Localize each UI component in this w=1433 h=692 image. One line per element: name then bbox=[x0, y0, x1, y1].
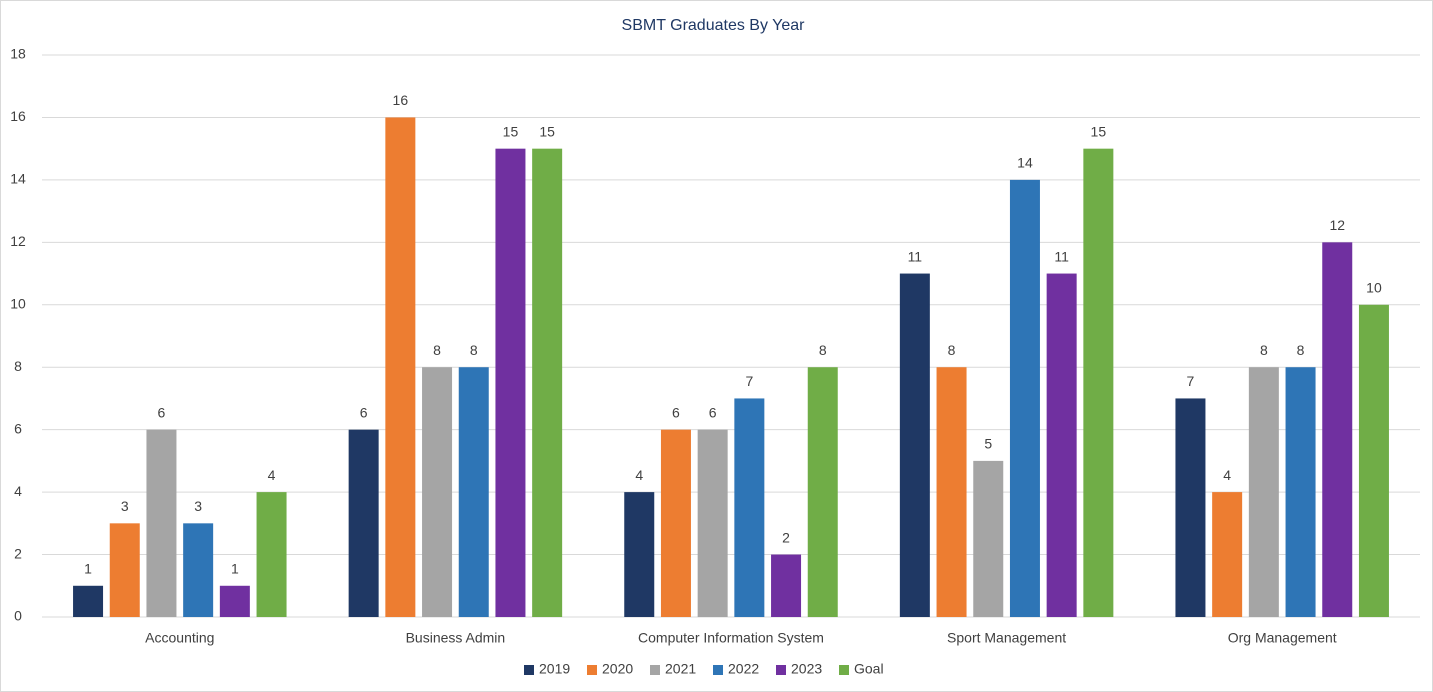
bar bbox=[807, 367, 838, 617]
bar bbox=[219, 585, 250, 617]
y-tick-label: 0 bbox=[14, 608, 22, 624]
bar bbox=[348, 429, 379, 617]
data-label: 4 bbox=[1223, 467, 1231, 483]
bar bbox=[1009, 179, 1040, 617]
bar bbox=[1285, 367, 1316, 617]
bar bbox=[458, 367, 489, 617]
legend-swatch bbox=[524, 665, 534, 675]
bar bbox=[1358, 304, 1389, 617]
bar bbox=[973, 460, 1004, 617]
bar bbox=[771, 554, 802, 617]
data-label: 14 bbox=[1017, 155, 1033, 171]
data-label: 10 bbox=[1366, 279, 1382, 295]
bar bbox=[256, 492, 287, 617]
data-label: 4 bbox=[635, 467, 643, 483]
bar bbox=[624, 492, 655, 617]
bar bbox=[1175, 398, 1206, 617]
x-tick-label: Computer Information System bbox=[638, 630, 824, 646]
data-label: 15 bbox=[539, 123, 555, 139]
y-tick-label: 8 bbox=[14, 358, 22, 374]
bar bbox=[532, 148, 563, 617]
y-tick-label: 12 bbox=[10, 233, 26, 249]
data-label: 7 bbox=[1187, 373, 1195, 389]
data-label: 4 bbox=[268, 467, 276, 483]
bar bbox=[1212, 492, 1243, 617]
data-label: 2 bbox=[782, 529, 790, 545]
data-label: 6 bbox=[158, 404, 166, 420]
data-label: 12 bbox=[1329, 217, 1345, 233]
data-label: 11 bbox=[908, 248, 923, 264]
legend-label: Goal bbox=[854, 661, 884, 677]
bar bbox=[1083, 148, 1114, 617]
data-label: 8 bbox=[1297, 342, 1305, 358]
bar bbox=[697, 429, 728, 617]
chart-title: SBMT Graduates By Year bbox=[622, 17, 806, 34]
data-label: 7 bbox=[745, 373, 753, 389]
legend-label: 2021 bbox=[665, 661, 696, 677]
y-tick-label: 16 bbox=[10, 108, 26, 124]
bar bbox=[1248, 367, 1279, 617]
bar bbox=[183, 523, 214, 617]
data-label: 8 bbox=[948, 342, 956, 358]
legend-swatch bbox=[713, 665, 723, 675]
legend-label: 2022 bbox=[728, 661, 759, 677]
data-label: 3 bbox=[121, 498, 129, 514]
bar bbox=[734, 398, 765, 617]
legend-label: 2020 bbox=[602, 661, 633, 677]
bar bbox=[1046, 273, 1077, 617]
bar bbox=[936, 367, 967, 617]
bar bbox=[146, 429, 177, 617]
y-tick-label: 4 bbox=[14, 483, 22, 499]
data-label: 8 bbox=[433, 342, 441, 358]
bar bbox=[385, 117, 416, 617]
x-tick-label: Business Admin bbox=[406, 630, 506, 646]
legend-label: 2019 bbox=[539, 661, 570, 677]
data-label: 6 bbox=[672, 404, 680, 420]
legend-swatch bbox=[650, 665, 660, 675]
legend-swatch bbox=[587, 665, 597, 675]
bar bbox=[109, 523, 140, 617]
data-label: 6 bbox=[709, 404, 717, 420]
legend-swatch bbox=[776, 665, 786, 675]
data-label: 1 bbox=[231, 560, 239, 576]
bar bbox=[495, 148, 526, 617]
bar bbox=[899, 273, 930, 617]
legend-label: 2023 bbox=[791, 661, 822, 677]
data-label: 15 bbox=[1091, 123, 1107, 139]
bar bbox=[660, 429, 691, 617]
bar bbox=[73, 585, 104, 617]
bar bbox=[1322, 242, 1353, 618]
data-label: 15 bbox=[503, 123, 519, 139]
y-tick-label: 10 bbox=[10, 295, 26, 311]
data-label: 8 bbox=[470, 342, 478, 358]
data-label: 8 bbox=[819, 342, 827, 358]
data-label: 8 bbox=[1260, 342, 1268, 358]
y-tick-label: 2 bbox=[14, 545, 22, 561]
data-label: 1 bbox=[84, 560, 92, 576]
data-label: 5 bbox=[984, 436, 992, 452]
y-tick-label: 6 bbox=[14, 420, 22, 436]
x-tick-label: Sport Management bbox=[947, 630, 1066, 646]
data-label: 6 bbox=[360, 404, 368, 420]
x-tick-label: Accounting bbox=[145, 630, 214, 646]
x-tick-label: Org Management bbox=[1228, 630, 1337, 646]
data-label: 16 bbox=[393, 92, 409, 108]
y-tick-label: 18 bbox=[10, 46, 26, 62]
legend-swatch bbox=[839, 665, 849, 675]
y-tick-label: 14 bbox=[10, 171, 26, 187]
data-label: 3 bbox=[194, 498, 202, 514]
data-label: 11 bbox=[1054, 248, 1069, 264]
bar bbox=[422, 367, 453, 617]
